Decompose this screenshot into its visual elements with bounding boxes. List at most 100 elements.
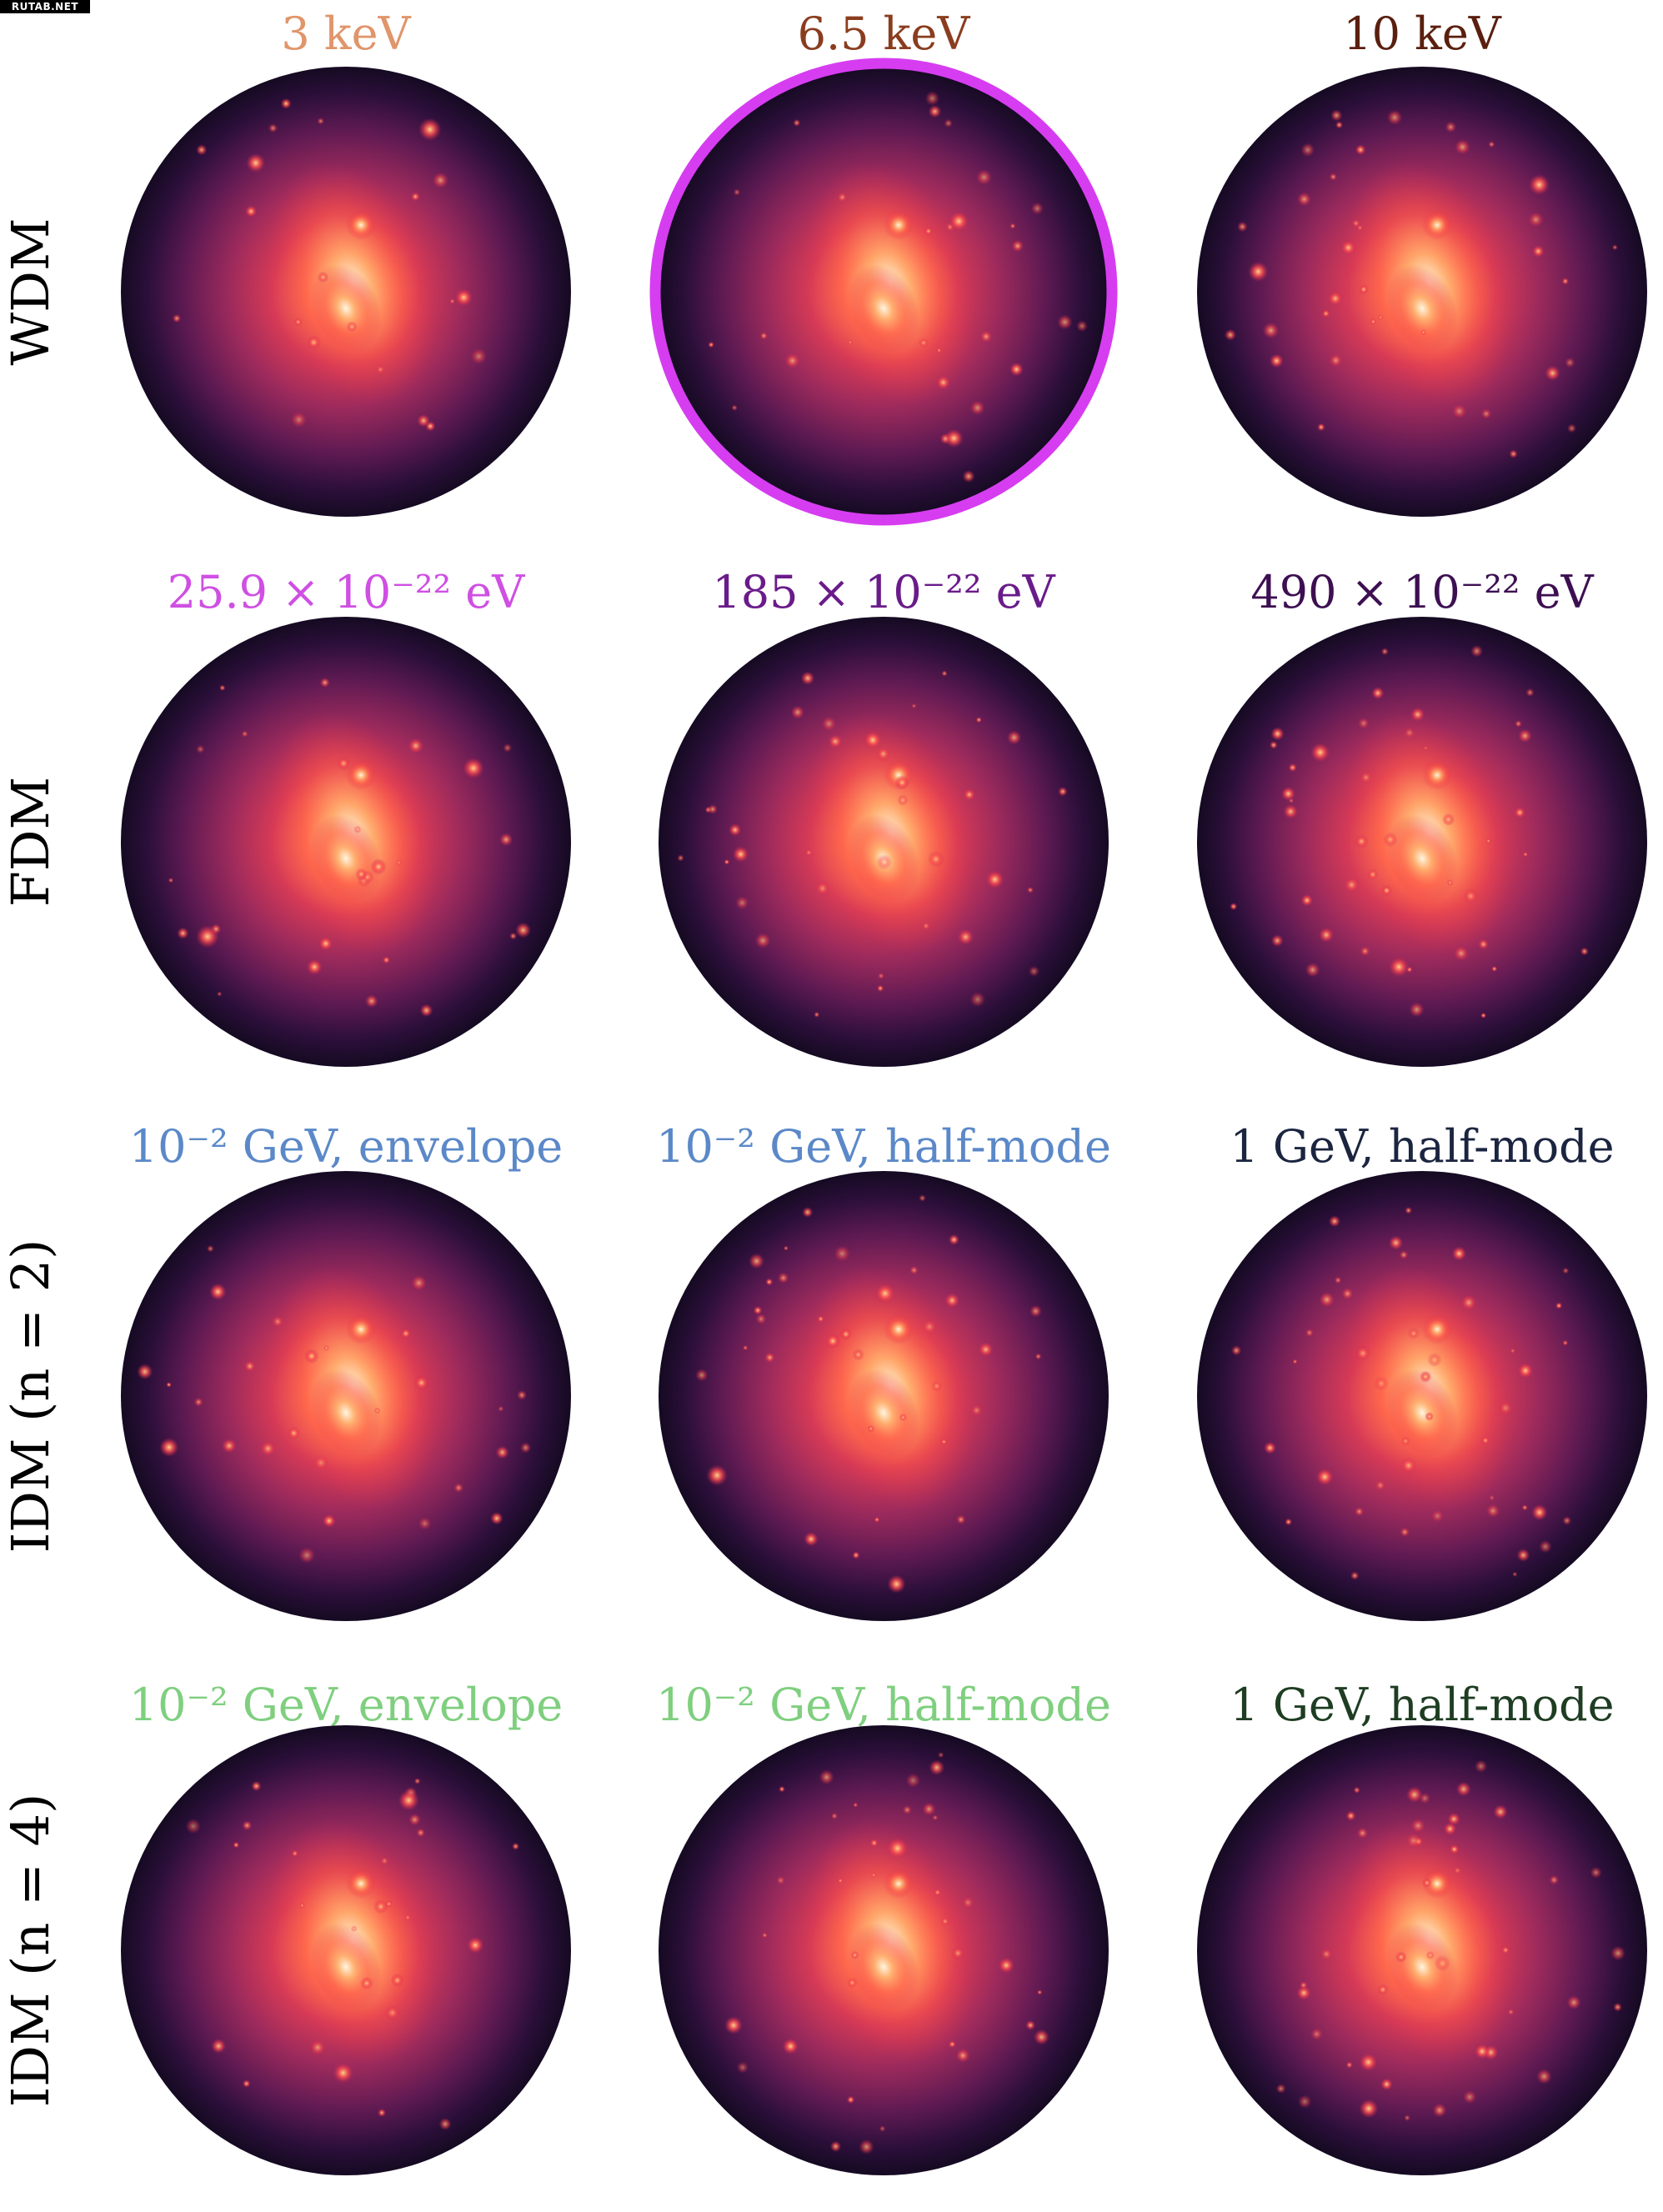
subhalo: [1477, 938, 1490, 950]
subhalo: [1298, 2094, 1312, 2109]
subhalo: [219, 684, 226, 692]
subhalo: [364, 994, 378, 1008]
subhalo: [260, 1440, 276, 1457]
row-label: FDM: [0, 777, 61, 907]
subhalo: [1446, 879, 1454, 886]
subhalo: [1345, 1810, 1356, 1821]
subhalo: [708, 804, 718, 814]
subhalo: [1034, 1353, 1042, 1360]
subhalo: [306, 335, 321, 350]
subhalo: [438, 2117, 452, 2130]
subhalo: [1353, 1786, 1360, 1794]
subhalo: [395, 859, 403, 866]
subhalo: [1420, 1370, 1432, 1383]
subhalo: [837, 192, 848, 203]
subhalo: [217, 991, 223, 997]
central-halo-core: [1385, 264, 1459, 353]
bright-subhalo: [1517, 1362, 1534, 1379]
subhalo: [944, 1293, 960, 1309]
subhalo: [955, 2048, 970, 2063]
subhalo: [1270, 741, 1278, 749]
subhalo: [384, 2004, 401, 2021]
subhalo: [313, 1454, 329, 1471]
bright-subhalo: [944, 428, 964, 448]
bright-subhalo: [887, 1574, 906, 1594]
density-map-panel: [1197, 1725, 1647, 2175]
subhalo: [877, 972, 885, 980]
subhalo: [1374, 1376, 1389, 1391]
subhalo: [1566, 423, 1577, 433]
subhalo: [1237, 221, 1248, 233]
subhalo: [834, 1245, 851, 1262]
subhalo: [919, 338, 929, 348]
subhalo: [874, 1516, 880, 1523]
subhalo: [1310, 2027, 1324, 2041]
subhalo: [1404, 2114, 1411, 2121]
subhalo: [1319, 1291, 1335, 1308]
subhalo: [1405, 1206, 1413, 1214]
subhalo: [517, 1389, 527, 1400]
subhalo: [1033, 2029, 1049, 2045]
subhalo: [777, 1272, 789, 1284]
subhalo: [919, 1194, 926, 1202]
secondary-core: [1422, 1869, 1452, 1899]
subhalo: [899, 1414, 907, 1422]
subhalo: [948, 1234, 959, 1245]
subhalo: [1528, 212, 1544, 228]
subhalo: [867, 1424, 875, 1433]
subhalo: [829, 2140, 842, 2153]
subhalo: [1283, 803, 1299, 819]
subhalo: [828, 733, 843, 749]
subhalo: [242, 1820, 253, 1831]
subhalo: [940, 1916, 950, 1926]
subhalo: [1354, 1506, 1365, 1517]
subhalo: [373, 1407, 381, 1414]
subhalo: [1350, 1571, 1360, 1580]
bright-subhalo: [782, 2038, 799, 2054]
secondary-core: [884, 1869, 914, 1899]
subhalo: [924, 91, 940, 106]
subhalo: [1545, 365, 1560, 382]
subhalo: [1345, 2061, 1354, 2069]
subhalo: [724, 858, 730, 865]
subhalo: [695, 1369, 709, 1382]
bright-subhalo: [948, 211, 969, 232]
subhalo: [1380, 648, 1389, 656]
bright-subhalo: [1451, 1246, 1467, 1261]
subhalo: [1359, 770, 1373, 784]
secondary-core: [346, 210, 376, 240]
secondary-core: [346, 1314, 376, 1344]
subhalo: [961, 1896, 974, 1909]
subhalo: [969, 991, 986, 1008]
subhalo: [1422, 1878, 1432, 1888]
central-halo-core: [847, 1923, 920, 2011]
subhalo: [1485, 838, 1491, 844]
subhalo: [1341, 1287, 1354, 1300]
subhalo: [298, 1547, 316, 1564]
subhalo: [384, 1899, 393, 1908]
subhalo: [323, 1344, 330, 1352]
subhalo: [1470, 644, 1484, 658]
subhalo: [1377, 1984, 1389, 1995]
bright-subhalo: [1315, 1468, 1334, 1486]
subhalo: [1555, 1302, 1563, 1309]
subhalo: [753, 1305, 763, 1315]
subhalo: [400, 1328, 412, 1339]
subhalo: [168, 877, 174, 883]
subhalo: [931, 1380, 943, 1392]
subhalo: [735, 895, 749, 910]
subhalo: [804, 1531, 819, 1547]
subhalo: [814, 1011, 820, 1018]
subhalo: [1488, 141, 1495, 148]
subhalo: [776, 1875, 786, 1885]
subhalo: [377, 2108, 387, 2117]
subhalo: [1485, 1504, 1500, 1519]
bright-subhalo: [1270, 727, 1285, 741]
subhalo: [909, 1265, 919, 1275]
subhalo: [1451, 403, 1467, 419]
subhalo: [233, 1841, 240, 1849]
panel-label: 6.5 keV: [798, 8, 971, 60]
subhalo: [498, 833, 513, 847]
subhalo: [417, 413, 431, 428]
subhalo: [1489, 1494, 1495, 1501]
